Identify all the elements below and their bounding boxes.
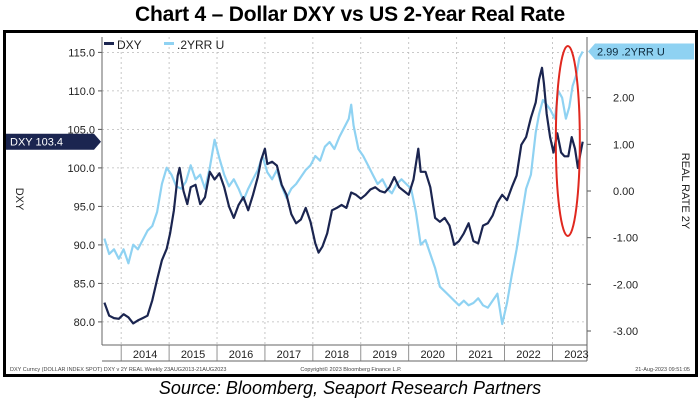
x-tick-label: 2019 bbox=[373, 349, 397, 361]
x-tick-label: 2021 bbox=[468, 349, 492, 361]
footer-center-text: Copyright© 2023 Bloomberg Finance L.P. bbox=[300, 366, 402, 373]
legend: DXY .2YRR U bbox=[104, 38, 224, 52]
x-tick-label: 2020 bbox=[420, 349, 444, 361]
left-tick-label: 115.0 bbox=[68, 47, 95, 59]
x-tick-label: 2022 bbox=[516, 349, 540, 361]
x-tick-label: 2017 bbox=[277, 349, 301, 361]
legend-swatch-rr bbox=[164, 42, 174, 45]
left-tick-label: 90.0 bbox=[74, 240, 95, 252]
dxy-last-value-tag bbox=[6, 133, 101, 150]
chart-frame: 115.0 110.0 105.0 100.0 95.0 90.0 85.0 80.0 DXY … bbox=[3, 30, 698, 377]
footer-left-text: DXY Curncy (DOLLAR INDEX SPOT) DXY v 2Y … bbox=[10, 367, 226, 373]
right-tick-label: -3.00 bbox=[613, 326, 638, 338]
left-tick-label: 110.0 bbox=[68, 86, 95, 98]
footer-right-text: 21-Aug-2023 09:51:05 bbox=[635, 367, 690, 373]
legend-label-dxy: DXY bbox=[117, 38, 142, 52]
last-value-tags: DXY 103.4 2.99 .2YRR U bbox=[6, 43, 694, 150]
real-rate-series-line bbox=[103, 50, 584, 326]
legend-label-rr: .2YRR U bbox=[177, 38, 224, 52]
x-tick-label: 2016 bbox=[229, 349, 253, 361]
annotations bbox=[554, 45, 581, 237]
left-tick-label: 80.0 bbox=[74, 317, 95, 329]
left-axis-title: DXY bbox=[13, 188, 25, 211]
left-tick-label: 100.0 bbox=[67, 163, 95, 175]
right-tick-label: 2.00 bbox=[613, 93, 634, 105]
dxy-series-line bbox=[103, 66, 584, 325]
left-tick-label: 85.0 bbox=[74, 278, 95, 290]
source-note: Source: Bloomberg, Seaport Research Part… bbox=[158, 378, 542, 398]
rr-last-value-tag bbox=[588, 43, 694, 60]
x-tick-label: 2015 bbox=[181, 349, 205, 361]
x-tick-label: 2018 bbox=[325, 349, 349, 361]
series-lines bbox=[103, 50, 584, 326]
gridlines bbox=[102, 37, 587, 345]
legend-swatch-dxy bbox=[104, 42, 114, 45]
x-tick-label: 2023 bbox=[564, 349, 588, 361]
right-axis: 2.00 1.00 0.00 -1.00 -2.00 -3.00 REAL RATE 2Y bbox=[586, 37, 691, 361]
chart-title: Chart 4 – Dollar DXY vs US 2-Year Real R… bbox=[135, 3, 565, 26]
rr-last-value-label: 2.99 .2YRR U bbox=[597, 46, 665, 58]
x-axis: 2014 2015 2016 2017 2018 2019 2020 2021 2022 2023 bbox=[102, 344, 589, 362]
chart-svg: 115.0 110.0 105.0 100.0 95.0 90.0 85.0 80.0 DXY … bbox=[6, 37, 694, 373]
right-tick-label: 0.00 bbox=[613, 186, 634, 198]
bloomberg-footer: DXY Curncy (DOLLAR INDEX SPOT) DXY v 2Y … bbox=[10, 366, 690, 373]
dxy-last-value-label: DXY 103.4 bbox=[10, 137, 63, 149]
right-tick-label: -2.00 bbox=[613, 279, 638, 291]
right-tick-label: 1.00 bbox=[613, 139, 634, 151]
left-axis: 115.0 110.0 105.0 100.0 95.0 90.0 85.0 80.0 DXY bbox=[13, 37, 103, 345]
highlight-ellipse bbox=[554, 45, 581, 237]
left-tick-label: 105.0 bbox=[67, 124, 95, 136]
left-tick-label: 95.0 bbox=[74, 201, 95, 213]
right-axis-title: REAL RATE 2Y bbox=[679, 153, 691, 230]
right-tick-label: -1.00 bbox=[613, 233, 638, 245]
x-tick-label: 2014 bbox=[133, 349, 157, 361]
